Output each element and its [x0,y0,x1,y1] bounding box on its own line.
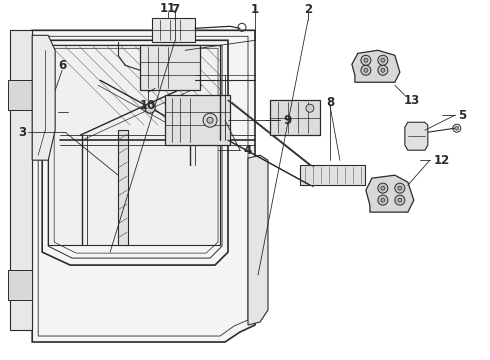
Circle shape [364,68,368,72]
Circle shape [381,68,385,72]
Text: 8: 8 [326,96,334,109]
Circle shape [381,58,385,62]
Text: 3: 3 [18,126,26,139]
Circle shape [378,195,388,205]
Polygon shape [352,50,400,82]
Polygon shape [8,270,32,300]
Polygon shape [140,45,200,90]
Circle shape [395,195,405,205]
Circle shape [398,186,402,190]
Circle shape [207,117,213,123]
Polygon shape [38,36,248,336]
Text: 2: 2 [304,3,312,16]
Text: 11: 11 [160,2,176,15]
Text: 7: 7 [171,3,179,16]
Circle shape [378,65,388,75]
Circle shape [381,186,385,190]
Circle shape [378,55,388,65]
Circle shape [361,55,371,65]
Text: 6: 6 [58,59,66,72]
Text: 5: 5 [458,109,466,122]
Circle shape [364,58,368,62]
Text: 13: 13 [404,94,420,107]
Polygon shape [366,175,414,212]
Text: 10: 10 [140,99,156,112]
Polygon shape [10,30,32,330]
Circle shape [398,198,402,202]
Circle shape [455,126,459,130]
Text: 1: 1 [251,3,259,16]
Text: 12: 12 [434,154,450,167]
Polygon shape [48,45,220,245]
Polygon shape [32,30,255,342]
Circle shape [378,183,388,193]
Circle shape [306,104,314,112]
Polygon shape [118,130,128,245]
Polygon shape [248,155,268,325]
Polygon shape [300,165,365,185]
Circle shape [395,183,405,193]
Circle shape [381,198,385,202]
Circle shape [361,65,371,75]
Polygon shape [270,100,320,135]
Polygon shape [32,35,55,160]
Circle shape [203,113,217,127]
Circle shape [145,103,155,113]
Polygon shape [405,122,428,150]
Text: 4: 4 [244,144,252,157]
Polygon shape [165,95,230,145]
Polygon shape [8,80,32,110]
Text: 9: 9 [284,114,292,127]
Polygon shape [152,18,195,42]
